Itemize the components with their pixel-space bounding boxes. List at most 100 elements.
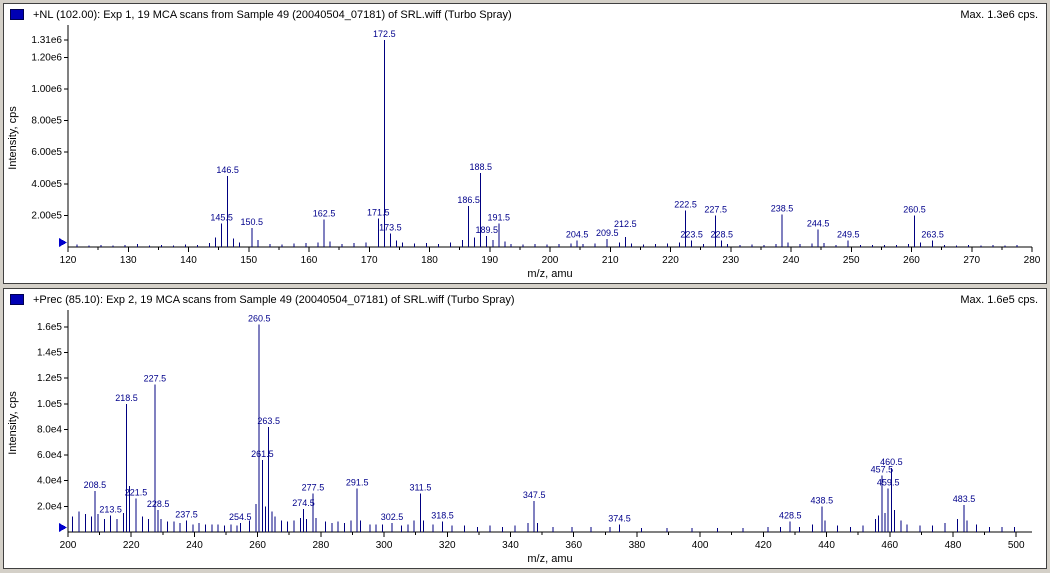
pane-icon xyxy=(10,294,24,305)
peak-label: 228.5 xyxy=(147,499,170,509)
peak-label: 318.5 xyxy=(431,511,454,521)
spectrum-1-title: +NL (102.00): Exp 1, 19 MCA scans from S… xyxy=(33,8,512,21)
peak-label: 260.5 xyxy=(903,204,926,214)
spectrum-1-max-label: Max. 1.3e6 cps. xyxy=(960,8,1038,21)
x-tick-label: 220 xyxy=(123,540,140,551)
x-tick-label: 270 xyxy=(963,255,980,266)
y-tick-label: 4.00e5 xyxy=(31,179,62,190)
x-tick-label: 500 xyxy=(1008,540,1025,551)
x-tick-label: 180 xyxy=(421,255,438,266)
x-tick-label: 420 xyxy=(755,540,772,551)
peak-label: 311.5 xyxy=(409,483,431,493)
x-tick-label: 440 xyxy=(818,540,835,551)
x-tick-label: 150 xyxy=(240,255,257,266)
x-tick-label: 120 xyxy=(60,255,77,266)
spectrum-panel-1: +NL (102.00): Exp 1, 19 MCA scans from S… xyxy=(3,3,1047,284)
peak-label: 428.5 xyxy=(779,511,802,521)
spectrum-1-plot[interactable]: 120 130 140 150 160 170 180 190 200 210 220 230 240 2… xyxy=(4,21,1046,283)
x-tick-label: 220 xyxy=(662,255,679,266)
y-tick-label: 1.0e5 xyxy=(37,399,62,410)
axis-start-marker-icon xyxy=(59,523,67,532)
peak-label: 460.5 xyxy=(880,457,903,467)
y-tick-label: 1.20e6 xyxy=(31,52,62,63)
y-tick-label: 1.4e5 xyxy=(37,347,62,358)
x-tick-label: 250 xyxy=(843,255,860,266)
peak-label: 347.5 xyxy=(523,490,546,500)
x-axis-title: m/z, amu xyxy=(527,268,572,280)
y-tick-label: 6.0e4 xyxy=(37,450,62,461)
peak-label: 218.5 xyxy=(115,393,138,403)
peak-label: 227.5 xyxy=(144,374,167,384)
x-tick-label: 200 xyxy=(542,255,559,266)
x-tick-label: 400 xyxy=(692,540,709,551)
x-tick-label: 320 xyxy=(439,540,456,551)
y-tick-label: 2.00e5 xyxy=(31,210,62,221)
peak-label: 459.5 xyxy=(877,477,900,487)
y-tick-label: 1.00e6 xyxy=(31,84,62,95)
y-tick-label: 4.0e4 xyxy=(37,476,62,487)
peak-label: 254.5 xyxy=(229,512,252,522)
peak-label: 171.5 xyxy=(367,208,390,218)
peak-label: 212.5 xyxy=(614,219,637,229)
peak-label: 162.5 xyxy=(313,208,336,218)
peak-label: 263.5 xyxy=(257,416,280,426)
x-tick-label: 230 xyxy=(722,255,739,266)
peak-label: 173.5 xyxy=(379,223,402,233)
axis-start-marker-icon xyxy=(59,238,67,247)
peak-label: 208.5 xyxy=(84,480,107,490)
spectrum-2-title: +Prec (85.10): Exp 2, 19 MCA scans from … xyxy=(33,293,515,306)
y-tick-label: 1.31e6 xyxy=(31,35,62,46)
peak-label: 260.5 xyxy=(248,313,271,323)
peak-label: 438.5 xyxy=(811,495,834,505)
y-tick-label: 1.6e5 xyxy=(37,322,62,333)
x-tick-label: 280 xyxy=(313,540,330,551)
peak-label: 457.5 xyxy=(871,465,894,475)
peak-label: 213.5 xyxy=(99,504,122,514)
y-axis-title: Intensity, cps xyxy=(7,106,19,170)
peak-label: 221.5 xyxy=(125,488,148,498)
y-tick-label: 8.00e5 xyxy=(31,116,62,127)
peak-label: 244.5 xyxy=(807,219,830,229)
peak-label: 274.5 xyxy=(292,498,315,508)
x-tick-label: 190 xyxy=(481,255,498,266)
x-tick-label: 240 xyxy=(186,540,203,551)
x-tick-label: 300 xyxy=(376,540,393,551)
spectrum-panel-2: +Prec (85.10): Exp 2, 19 MCA scans from … xyxy=(3,288,1047,569)
y-tick-label: 1.2e5 xyxy=(37,373,62,384)
y-tick-label: 6.00e5 xyxy=(31,147,62,158)
spectrum-svg: 200 220 240 260 280 300 320 340 360 380 400 420 440 4… xyxy=(7,310,1032,565)
pane-icon xyxy=(10,9,24,20)
x-axis-title: m/z, amu xyxy=(527,553,572,565)
peak-label: 228.5 xyxy=(710,229,733,239)
spectrum-2-plot[interactable]: 200 220 240 260 280 300 320 340 360 380 400 420 440 4… xyxy=(4,306,1046,568)
x-tick-label: 280 xyxy=(1024,255,1041,266)
peak-label: 237.5 xyxy=(175,509,198,519)
peak-label: 261.5 xyxy=(251,449,274,459)
y-axis-title: Intensity, cps xyxy=(7,391,19,455)
peak-label: 302.5 xyxy=(381,512,404,522)
peak-label: 291.5 xyxy=(346,477,369,487)
panel-1-header: +NL (102.00): Exp 1, 19 MCA scans from S… xyxy=(4,4,1046,23)
x-tick-label: 460 xyxy=(881,540,898,551)
peak-label: 172.5 xyxy=(373,29,396,39)
x-tick-label: 130 xyxy=(120,255,137,266)
x-tick-label: 210 xyxy=(602,255,619,266)
spectrum-svg: 120 130 140 150 160 170 180 190 200 210 220 230 240 2… xyxy=(7,25,1041,280)
x-tick-label: 260 xyxy=(249,540,266,551)
x-tick-label: 170 xyxy=(361,255,378,266)
peak-label: 238.5 xyxy=(771,204,794,214)
peak-label: 249.5 xyxy=(837,230,860,240)
x-tick-label: 260 xyxy=(903,255,920,266)
peak-label: 145.5 xyxy=(210,212,233,222)
peak-label: 186.5 xyxy=(457,195,480,205)
peak-label: 374.5 xyxy=(608,513,631,523)
peak-label: 150.5 xyxy=(240,217,263,227)
peak-label: 483.5 xyxy=(953,494,976,504)
panel-2-header: +Prec (85.10): Exp 2, 19 MCA scans from … xyxy=(4,289,1046,308)
peak-label: 222.5 xyxy=(674,200,697,210)
peak-label: 189.5 xyxy=(475,225,498,235)
x-tick-label: 480 xyxy=(945,540,962,551)
x-tick-label: 380 xyxy=(629,540,646,551)
peak-label: 146.5 xyxy=(216,165,239,175)
